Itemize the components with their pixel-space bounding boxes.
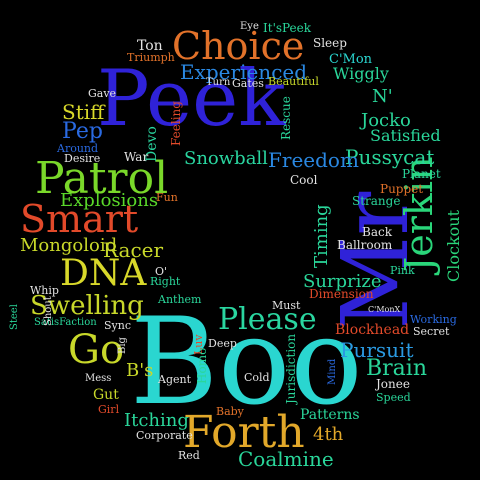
word-jocko: Jocko: [361, 110, 411, 131]
word-patrol: Patrol: [35, 153, 169, 204]
word-please: Please: [218, 302, 317, 337]
word-patterns: Patterns: [300, 407, 360, 423]
word-n: N': [372, 86, 393, 107]
word-bs: B's: [126, 360, 154, 381]
word-agent: Agent: [158, 373, 191, 386]
word-deep: Deep: [208, 337, 237, 350]
word-peek: Peek: [97, 54, 286, 144]
word-homo: Homo: [195, 347, 209, 384]
word-war: War: [124, 150, 149, 164]
word-sync: Sync: [104, 319, 131, 332]
word-rescue: Rescue: [279, 96, 293, 140]
word-satisfied: Satisfied: [370, 126, 441, 145]
word-clockout: Clockout: [444, 209, 463, 282]
word-brain: Brain: [366, 356, 428, 381]
word-speed: Speed: [376, 391, 411, 404]
word-gates: Gates: [232, 77, 264, 90]
word-gut: Gut: [93, 387, 119, 403]
word-triumph: Triumph: [127, 51, 175, 64]
word-whip: Whip: [30, 284, 59, 297]
word-pursuit: Pursuit: [340, 338, 414, 362]
word-boo: Boo: [130, 293, 363, 432]
word-surprize: Surprize: [303, 271, 382, 292]
word-timing: Timing: [311, 204, 332, 268]
word-blockhead: Blockhead: [335, 322, 410, 338]
word-feeling: Feeling: [169, 101, 183, 146]
word-working: Working: [410, 313, 457, 326]
word-cool: Cool: [290, 173, 318, 187]
word-right: Right: [150, 275, 181, 288]
word-itching: Itching: [124, 410, 189, 431]
word-satisfaction: SatisFaction: [34, 317, 97, 328]
word-girl: Girl: [98, 403, 120, 416]
word-racer: Racer: [103, 238, 164, 262]
word-fun: Fun: [156, 191, 178, 204]
word-pussycat: Pussycat: [345, 145, 435, 169]
word-ballroom: Ballroom: [337, 238, 393, 252]
word-ton: Ton: [137, 38, 163, 54]
word-snowball: Snowball: [184, 148, 268, 169]
word-dna: DNA: [60, 253, 147, 294]
word-eye: Eye: [240, 21, 259, 32]
word-cmon: C'Mon: [329, 52, 373, 67]
word-beautiful: Beautiful: [268, 75, 319, 88]
word-mind: Mind: [327, 358, 338, 385]
word-freedom: Freedom: [268, 148, 359, 172]
word-desire: Desire: [64, 152, 101, 165]
word-steel: Steel: [9, 304, 20, 330]
word-cmonx: C'MonX: [368, 305, 401, 314]
word-wiggly: Wiggly: [333, 64, 389, 83]
word-puppet: Puppet: [380, 182, 424, 196]
word-anthem: Anthem: [158, 293, 202, 306]
word-mess: Mess: [85, 373, 112, 384]
word-shout: Shout: [43, 296, 54, 326]
word-coalmine: Coalmine: [238, 447, 334, 471]
word-around: Around: [57, 142, 99, 155]
word-cold: Cold: [244, 371, 270, 384]
word-stiff: Stiff: [62, 100, 105, 124]
word-turn: Turn: [206, 77, 231, 88]
word-pep: Pep: [62, 119, 103, 144]
word-corporate: Corporate: [136, 429, 193, 442]
word-mongoloid: Mongoloid: [20, 235, 118, 256]
word-choice: Choice: [172, 24, 305, 68]
word-strange: Strange: [352, 194, 401, 208]
word-secret: Secret: [413, 325, 450, 338]
word-forth: Forth: [183, 407, 305, 458]
word-pink: Pink: [390, 264, 415, 277]
word-smart: Smart: [20, 197, 139, 241]
word-back: Back: [362, 225, 392, 239]
word-explosions: Explosions: [60, 190, 159, 211]
word-big: Big: [117, 337, 128, 354]
word-baby: Baby: [216, 405, 244, 418]
word-gave: Gave: [88, 87, 117, 100]
word-fourth: 4th: [313, 424, 344, 445]
word-go: Go: [68, 327, 125, 373]
word-planet: Planet: [402, 167, 441, 181]
word-must: Must: [272, 299, 301, 312]
word-jurisdiction: Jurisdiction: [284, 333, 298, 404]
word-sleep: Sleep: [313, 36, 347, 50]
word-o: O': [155, 265, 168, 278]
word-jonee: Jonee: [376, 377, 410, 391]
word-experienced: Experienced: [180, 60, 308, 84]
word-itspeek: It'sPeek: [263, 21, 312, 35]
word-swelling: Swelling: [30, 291, 144, 321]
word-dimension: Dimension: [309, 287, 374, 301]
word-red: Red: [178, 449, 200, 462]
